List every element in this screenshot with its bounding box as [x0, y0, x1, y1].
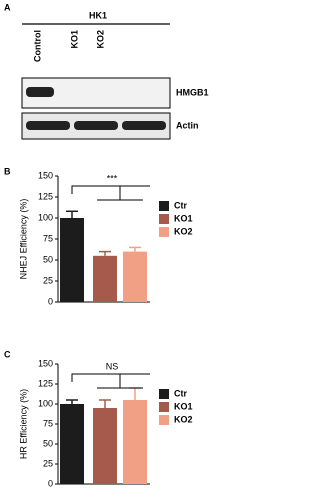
y-tick-label: 50: [43, 438, 53, 448]
band: [74, 121, 118, 130]
y-tick-label: 100: [38, 398, 53, 408]
band: [26, 87, 54, 97]
legend-swatch: [159, 214, 169, 224]
legend-label: Ctr: [174, 200, 187, 210]
panel-label: B: [4, 166, 11, 176]
figure: A HK1 Control KO1 KO2 HMGB1 Actin B NHEJ …: [4, 2, 209, 488]
legend-swatch: [159, 415, 169, 425]
y-tick-label: 0: [48, 478, 53, 488]
y-tick-label: 25: [43, 275, 53, 285]
lane-label: Control: [32, 30, 42, 62]
annotation: ***: [107, 173, 118, 183]
y-tick-label: 100: [38, 212, 53, 222]
legend-swatch: [159, 402, 169, 412]
legend-label: KO2: [174, 414, 193, 424]
blot: [21, 77, 171, 109]
legend-swatch: [159, 227, 169, 237]
y-tick-label: 125: [38, 191, 53, 201]
legend-label: KO1: [174, 213, 193, 223]
group-label: HK1: [89, 10, 107, 20]
lane-label: KO2: [95, 30, 105, 49]
y-tick-label: 25: [43, 458, 53, 468]
bar: [123, 400, 147, 484]
y-tick-label: 150: [38, 358, 53, 368]
lane-label: KO1: [69, 30, 79, 49]
legend-label: Ctr: [174, 388, 187, 398]
y-axis-label: NHEJ Efficiency (%): [18, 199, 28, 280]
legend-label: KO1: [174, 401, 193, 411]
y-tick-label: 125: [38, 378, 53, 388]
y-axis-label: HR Efficiency (%): [18, 389, 28, 459]
y-tick-label: 150: [38, 170, 53, 180]
row-label: Actin: [176, 120, 199, 130]
bar: [93, 255, 117, 302]
y-tick-label: 50: [43, 254, 53, 264]
legend-label: KO2: [174, 226, 193, 236]
bar: [60, 218, 84, 302]
bar: [93, 408, 117, 484]
legend-swatch: [159, 389, 169, 399]
y-tick-label: 75: [43, 233, 53, 243]
band: [122, 121, 166, 130]
y-tick-label: 0: [48, 296, 53, 306]
band: [26, 121, 70, 130]
significance-bracket: [71, 185, 150, 201]
bar: [60, 404, 84, 484]
significance-bracket: [71, 373, 150, 389]
row-label: HMGB1: [176, 87, 209, 97]
bar: [123, 251, 147, 302]
annotation: NS: [106, 361, 119, 371]
panel-label: A: [4, 2, 11, 12]
y-tick-label: 75: [43, 418, 53, 428]
legend-swatch: [159, 201, 169, 211]
panel-label: C: [4, 349, 11, 359]
